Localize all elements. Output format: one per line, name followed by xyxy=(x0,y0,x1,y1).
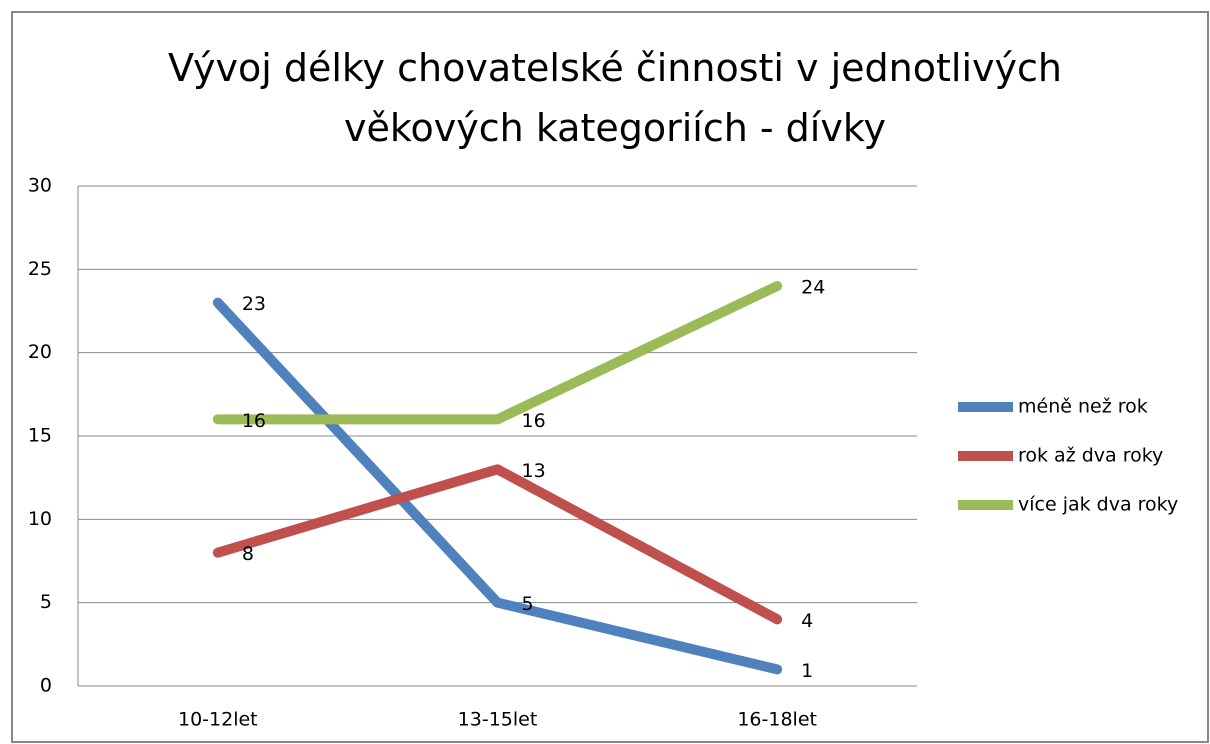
series-line xyxy=(212,281,783,425)
data-label: 4 xyxy=(801,610,813,632)
y-tick-label: 15 xyxy=(28,425,52,447)
chart-title: Vývoj délky chovatelské činnosti v jedno… xyxy=(168,46,1062,150)
data-label: 1 xyxy=(801,660,813,682)
y-tick-label: 5 xyxy=(40,591,52,613)
series-line xyxy=(212,297,783,675)
x-tick-label: 16-18let xyxy=(737,709,817,731)
data-label: 5 xyxy=(522,593,534,615)
y-tick-label: 10 xyxy=(28,508,52,530)
data-label: 16 xyxy=(522,410,546,432)
legend-label: více jak dva roky xyxy=(1018,494,1178,516)
y-tick-label: 20 xyxy=(28,341,52,363)
data-label: 16 xyxy=(242,410,266,432)
y-tick-label: 25 xyxy=(28,258,52,280)
y-tick-label: 0 xyxy=(40,675,52,697)
data-label: 24 xyxy=(801,277,825,299)
data-label: 8 xyxy=(242,543,254,565)
legend-label: rok až dva roky xyxy=(1018,445,1163,467)
chart-border xyxy=(11,11,1209,743)
data-label: 23 xyxy=(242,293,266,315)
data-label: 13 xyxy=(522,460,546,482)
x-tick-label: 13-15let xyxy=(458,709,538,731)
series-line xyxy=(212,464,783,625)
legend-label: méně než rok xyxy=(1018,396,1148,418)
y-tick-label: 30 xyxy=(28,175,52,197)
x-tick-label: 10-12let xyxy=(178,709,258,731)
